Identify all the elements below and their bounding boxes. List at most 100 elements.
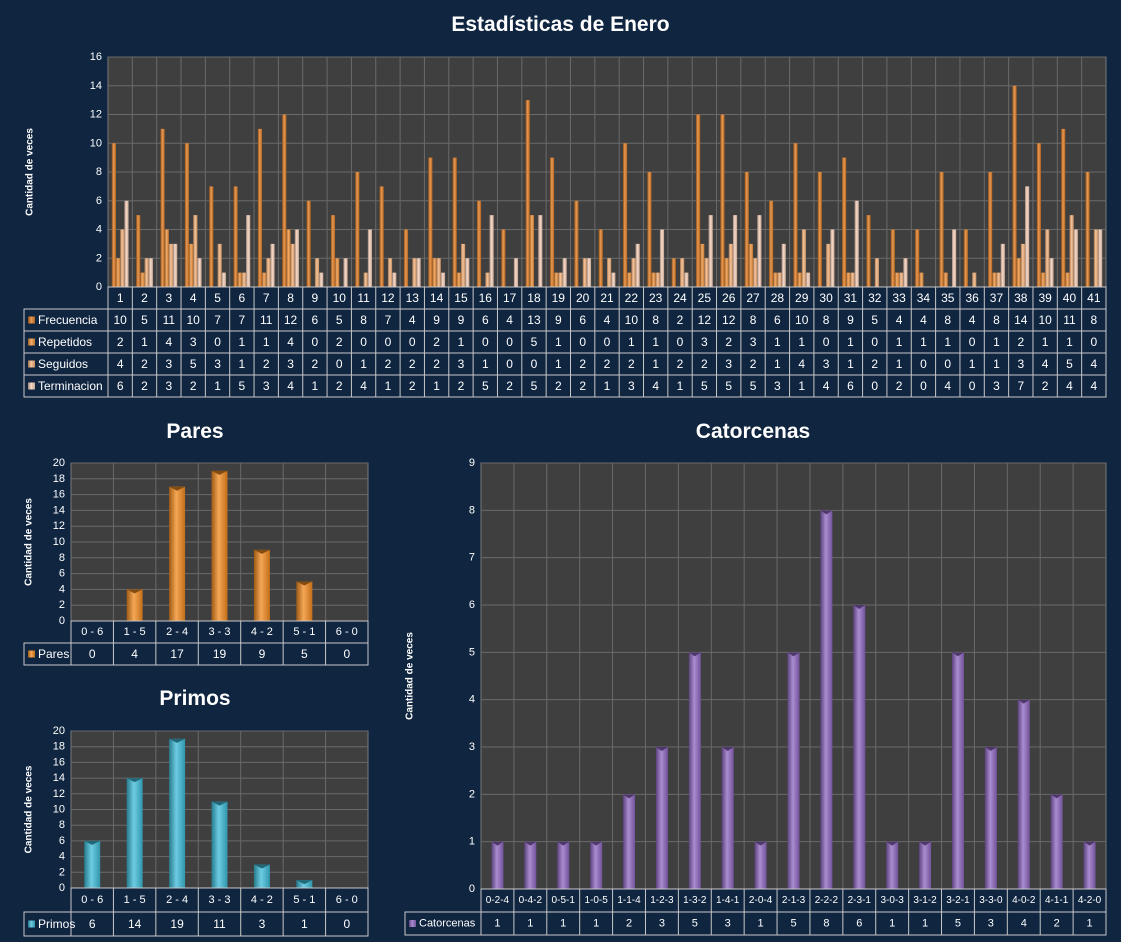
table-value: 1 xyxy=(993,357,1000,371)
x-category-label: 4-0-2 xyxy=(1012,895,1036,906)
table-row xyxy=(404,911,1107,936)
bar-catorcenas xyxy=(754,841,767,889)
x-category-label: 1-1-4 xyxy=(617,895,641,906)
bar-seguidos xyxy=(972,272,977,287)
bar-terminacion xyxy=(732,215,738,287)
table-value: 11 xyxy=(163,313,176,327)
y-axis-label: Cantidad de veces xyxy=(24,765,35,853)
bar-seguidos xyxy=(1093,229,1099,287)
y-tick-label: 20 xyxy=(53,725,65,737)
bar-cap xyxy=(253,549,270,554)
table-value: 1 xyxy=(920,335,927,349)
bar-seguidos xyxy=(874,258,879,287)
table-value: 2 xyxy=(1042,379,1049,393)
table-value: 1 xyxy=(560,918,566,930)
x-category-label: 6 - 0 xyxy=(336,894,358,906)
bar-seguidos xyxy=(704,258,709,287)
bar-frecuencia xyxy=(160,128,165,287)
x-category-label: 31 xyxy=(844,291,858,305)
x-category-label: 35 xyxy=(941,291,955,305)
bar-seguidos xyxy=(144,258,149,287)
table-value: 6 xyxy=(89,917,96,931)
bar-frecuencia xyxy=(184,143,189,287)
table-value: 3 xyxy=(628,379,635,393)
legend-key-repetidos xyxy=(28,338,35,346)
bar-terminacion xyxy=(392,272,397,287)
bar-repetidos xyxy=(700,243,705,287)
bar-terminacion xyxy=(538,215,543,287)
bar-frecuencia xyxy=(744,172,749,287)
table-value: 1 xyxy=(896,335,903,349)
table-value: 2 xyxy=(409,379,416,393)
table-value: 5 xyxy=(955,918,961,930)
table-value: 1 xyxy=(847,357,854,371)
table-value: 2 xyxy=(701,357,708,371)
table-value: 1 xyxy=(433,379,440,393)
y-tick-label: 0 xyxy=(59,615,65,627)
table-value: 3 xyxy=(190,335,197,349)
x-category-label: 19 xyxy=(552,291,566,305)
bar-frecuencia xyxy=(939,172,944,287)
x-category-label: 4-1-1 xyxy=(1045,895,1069,906)
bar-seguidos xyxy=(777,272,782,287)
x-category-label: 0-5-1 xyxy=(552,895,576,906)
table-value: 1 xyxy=(889,918,895,930)
table-value: 1 xyxy=(652,357,659,371)
x-category-label: 29 xyxy=(795,291,809,305)
table-value: 4 xyxy=(287,379,294,393)
bar-frecuencia xyxy=(549,157,555,287)
x-category-label: 17 xyxy=(503,291,517,305)
bar-repetidos xyxy=(164,229,169,287)
table-value: 8 xyxy=(360,313,367,327)
x-category-label: 3-2-1 xyxy=(946,895,970,906)
table-value: 5 xyxy=(871,313,878,327)
y-tick-label: 6 xyxy=(59,568,65,580)
table-value: 3 xyxy=(1017,357,1024,371)
table-value: 0 xyxy=(531,357,538,371)
y-tick-label: 18 xyxy=(53,741,65,753)
table-value: 4 xyxy=(604,313,611,327)
bar-catorcenas xyxy=(951,652,964,889)
table-value: 0 xyxy=(944,357,951,371)
bar-terminacion xyxy=(1098,229,1103,287)
x-category-label: 1 - 5 xyxy=(124,894,146,906)
x-category-label: 25 xyxy=(698,291,712,305)
x-category-label: 30 xyxy=(819,291,833,305)
table-value: 2 xyxy=(604,357,611,371)
bar-seguidos xyxy=(655,272,660,287)
bar-terminacion xyxy=(465,258,470,287)
x-category-label: 15 xyxy=(454,291,468,305)
table-value: 0 xyxy=(920,357,927,371)
table-value: 2 xyxy=(336,335,343,349)
y-tick-label: 0 xyxy=(59,882,65,894)
x-category-label: 6 - 0 xyxy=(336,626,358,638)
table-value: 1 xyxy=(239,357,246,371)
table-value: 2 xyxy=(458,379,465,393)
x-category-label: 0 - 6 xyxy=(81,626,103,638)
table-value: 2 xyxy=(579,357,586,371)
bar-cap xyxy=(491,841,504,846)
bar-frecuencia xyxy=(379,186,384,287)
x-category-label: 2 - 4 xyxy=(166,626,188,638)
bar-primos xyxy=(211,801,228,888)
bar-repetidos xyxy=(262,272,267,287)
bar-repetidos xyxy=(651,272,656,287)
bar-frecuencia xyxy=(963,229,968,287)
table-value: 1 xyxy=(628,335,635,349)
bar-terminacion xyxy=(343,258,348,287)
bar-terminacion xyxy=(197,258,202,287)
bar-seguidos xyxy=(290,243,295,287)
bar-catorcenas xyxy=(853,605,866,889)
bar-seguidos xyxy=(582,258,587,287)
bar-terminacion xyxy=(489,215,494,287)
table-value: 0 xyxy=(482,335,489,349)
table-value: 8 xyxy=(750,313,757,327)
table-value: 1 xyxy=(1042,335,1049,349)
x-category-label: 23 xyxy=(649,291,663,305)
bar-frecuencia xyxy=(720,114,725,287)
x-category-label: 2-2-2 xyxy=(815,895,839,906)
bar-frecuencia xyxy=(598,229,603,287)
x-category-label: 8 xyxy=(287,291,294,305)
bar-terminacion xyxy=(635,243,640,287)
bar-terminacion xyxy=(270,243,275,287)
